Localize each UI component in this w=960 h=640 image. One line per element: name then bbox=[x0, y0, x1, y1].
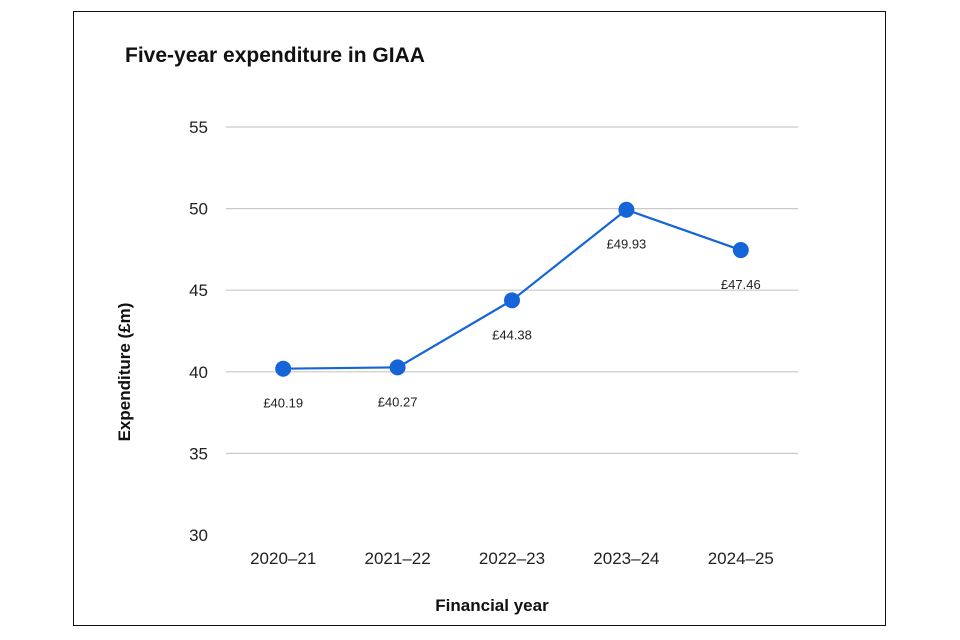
data-point bbox=[504, 292, 520, 309]
x-tick-label: 2024–25 bbox=[708, 549, 774, 568]
x-tick-label: 2022–23 bbox=[479, 549, 545, 568]
data-label: £40.19 bbox=[263, 396, 303, 411]
y-tick-label: 55 bbox=[189, 118, 208, 137]
chart-title: Five-year expenditure in GIAA bbox=[125, 44, 425, 67]
data-point bbox=[618, 201, 635, 218]
gridlines bbox=[226, 126, 798, 454]
data-label: £40.27 bbox=[378, 394, 418, 409]
y-tick-label: 50 bbox=[189, 200, 208, 219]
y-tick-labels: 30 35 40 45 50 55 bbox=[189, 118, 208, 545]
data-label: £49.93 bbox=[607, 237, 647, 252]
y-tick-label: 30 bbox=[189, 526, 208, 545]
series-line: £40.19 £40.27 £44.38 £49.93 £47.46 bbox=[263, 201, 761, 411]
data-label: £44.38 bbox=[492, 327, 532, 342]
y-tick-label: 40 bbox=[189, 363, 208, 382]
data-point bbox=[389, 359, 406, 376]
x-tick-label: 2023–24 bbox=[593, 549, 659, 568]
y-axis-title: Expenditure (£m) bbox=[115, 303, 134, 442]
x-tick-labels: 2020–21 2021–22 2022–23 2023–24 2024–25 bbox=[250, 549, 774, 568]
x-tick-label: 2021–22 bbox=[365, 549, 431, 568]
x-tick-label: 2020–21 bbox=[250, 549, 316, 568]
series-line-0 bbox=[283, 208, 742, 370]
data-label: £47.46 bbox=[721, 277, 761, 292]
data-point bbox=[732, 242, 749, 259]
data-point bbox=[275, 360, 292, 377]
y-tick-label: 35 bbox=[189, 444, 208, 463]
y-tick-label: 45 bbox=[189, 281, 208, 300]
x-axis-title: Financial year bbox=[435, 596, 549, 615]
